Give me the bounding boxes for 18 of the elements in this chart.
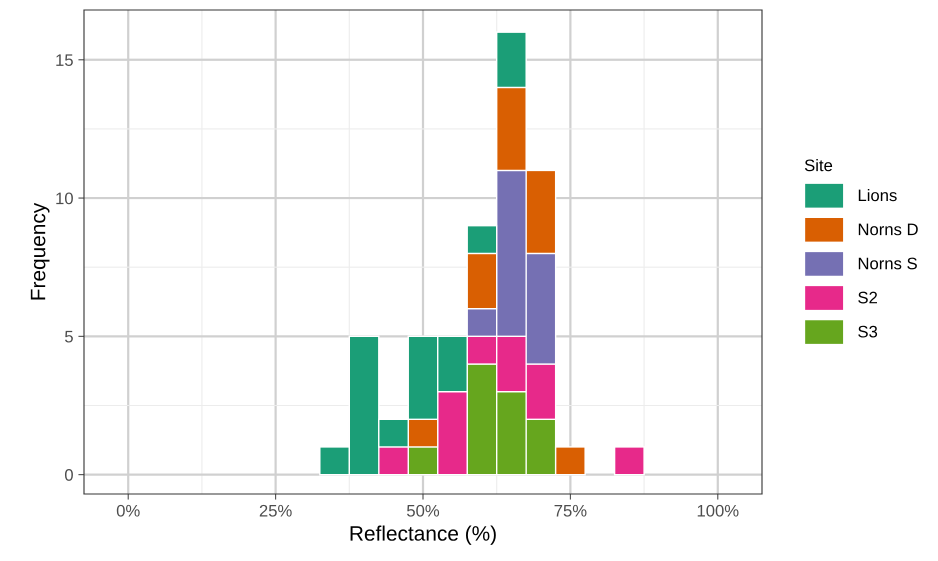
y-tick-label: 15 [56,54,73,66]
legend-title: Site [804,159,832,172]
legend-label: Lions [858,188,897,202]
legend-label: S2 [858,292,877,304]
bar [614,446,645,476]
x-tick-label: 50% [406,504,440,517]
y-axis-title: Frequency [30,202,50,300]
x-tick-label: 25% [260,504,292,517]
y-tick-label: 10 [56,192,73,204]
x-axis-title: Reflectance (%) [350,526,496,545]
x-tick-label: 75% [554,504,586,517]
y-tick-label: 0 [64,469,73,481]
x-tick-label: 100% [698,504,739,517]
legend-label: S3 [858,326,878,338]
y-tick-label: 5 [64,330,73,343]
legend-label: Norns S [858,258,917,270]
legend-label: Norns D [858,224,918,236]
x-tick-label: 0% [116,504,140,517]
